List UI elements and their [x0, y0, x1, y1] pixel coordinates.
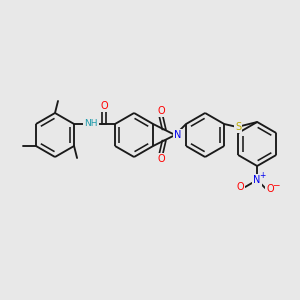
- Text: O: O: [236, 182, 244, 192]
- Text: −: −: [272, 181, 280, 190]
- Text: O: O: [157, 154, 165, 164]
- Text: N: N: [254, 175, 261, 185]
- Text: O: O: [100, 101, 108, 111]
- Text: +: +: [259, 172, 265, 181]
- Text: S: S: [235, 122, 241, 132]
- Text: N: N: [174, 130, 182, 140]
- Text: O: O: [266, 184, 274, 194]
- Text: NH: NH: [84, 119, 98, 128]
- Text: O: O: [157, 106, 165, 116]
